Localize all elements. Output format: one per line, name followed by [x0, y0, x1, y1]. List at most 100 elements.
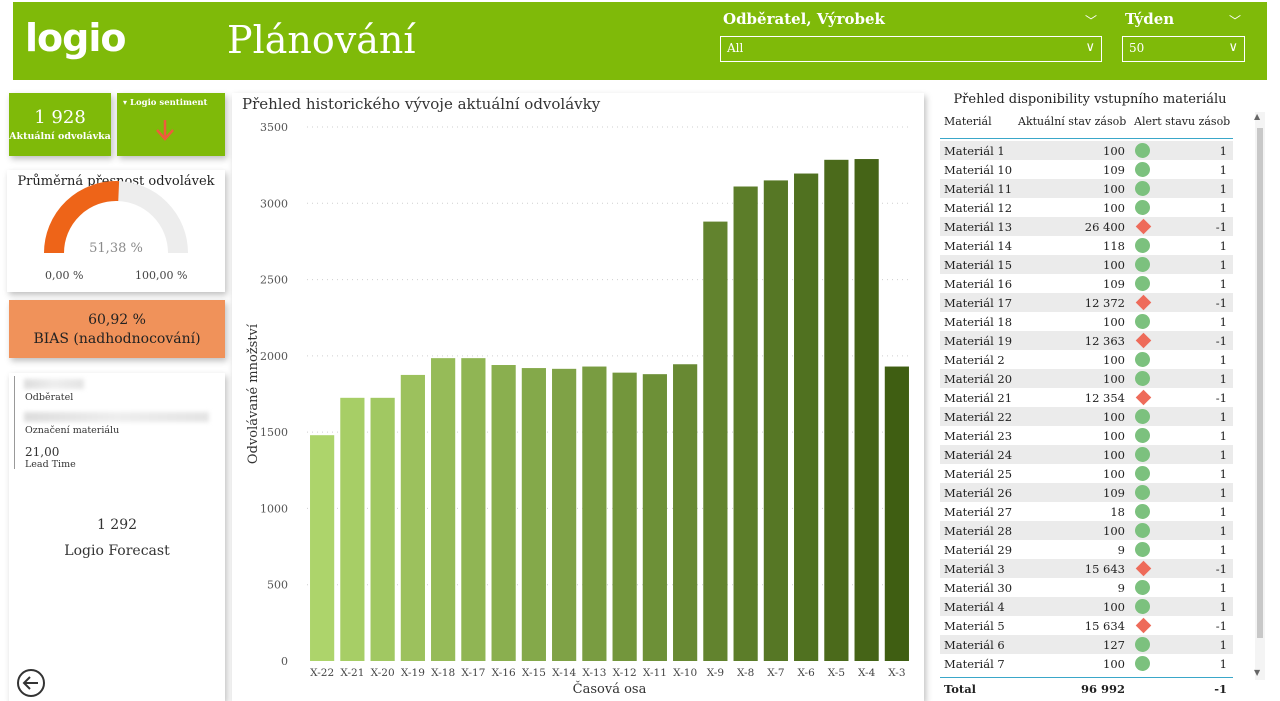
- material-availability-table: Přehled disponibility vstupního materiál…: [934, 88, 1280, 701]
- customer-label: Odběratel: [25, 392, 74, 403]
- table-row[interactable]: Materiál 26 109 1: [940, 483, 1233, 502]
- table-row[interactable]: Materiál 2 100 1: [940, 350, 1233, 369]
- status-ok-icon: [1135, 314, 1150, 329]
- bar[interactable]: [310, 435, 335, 661]
- status-ok-icon: [1135, 143, 1150, 158]
- table-row[interactable]: Materiál 7 100 1: [940, 654, 1233, 673]
- table-row[interactable]: Materiál 14 118 1: [940, 236, 1233, 255]
- bar[interactable]: [642, 374, 667, 661]
- table-row[interactable]: Materiál 6 127 1: [940, 635, 1233, 654]
- col-header-alert[interactable]: Alert stavu zásob: [1134, 115, 1231, 128]
- table-row[interactable]: Materiál 5 15 634 -1: [940, 616, 1233, 635]
- table-row[interactable]: Materiál 1 100 1: [940, 141, 1233, 160]
- slicer-customer-dropdown[interactable]: All ∨: [720, 36, 1102, 62]
- scroll-up-icon[interactable]: ▲: [1254, 112, 1261, 121]
- bar[interactable]: [491, 365, 516, 661]
- stock-value: 100: [1103, 353, 1125, 367]
- table-row[interactable]: Materiál 11 100 1: [940, 179, 1233, 198]
- material-name: Materiál 5: [944, 619, 1005, 633]
- alert-value: 1: [1219, 410, 1227, 424]
- table-row[interactable]: Materiál 22 100 1: [940, 407, 1233, 426]
- table-row[interactable]: Materiál 4 100 1: [940, 597, 1233, 616]
- stock-value: 100: [1103, 372, 1125, 386]
- x-tick-label: X-7: [767, 667, 784, 679]
- bar[interactable]: [673, 364, 698, 661]
- stock-value: 100: [1103, 201, 1125, 215]
- x-tick-label: X-18: [431, 667, 455, 679]
- bar[interactable]: [733, 186, 758, 661]
- table-row[interactable]: Materiál 25 100 1: [940, 464, 1233, 483]
- table-row[interactable]: Materiál 18 100 1: [940, 312, 1233, 331]
- status-ok-icon: [1135, 599, 1150, 614]
- stock-value: 100: [1103, 657, 1125, 671]
- table-row[interactable]: Materiál 17 12 372 -1: [940, 293, 1233, 312]
- stock-value: 109: [1103, 486, 1125, 500]
- stock-value: 26 400: [1084, 220, 1125, 234]
- bar[interactable]: [612, 372, 637, 661]
- bar[interactable]: [521, 368, 546, 661]
- table-row[interactable]: Materiál 23 100 1: [940, 426, 1233, 445]
- slicer-week-label: Týden: [1125, 10, 1175, 28]
- alert-value: -1: [1215, 619, 1227, 633]
- stock-value: 127: [1103, 638, 1125, 652]
- table-row[interactable]: Materiál 30 9 1: [940, 578, 1233, 597]
- alert-value: 1: [1219, 258, 1227, 272]
- table-row[interactable]: Materiál 10 109 1: [940, 160, 1233, 179]
- table-row[interactable]: Materiál 27 18 1: [940, 502, 1233, 521]
- bar[interactable]: [552, 368, 577, 661]
- bar[interactable]: [763, 180, 788, 661]
- bar[interactable]: [854, 159, 879, 661]
- material-name: Materiál 22: [944, 410, 1013, 424]
- bar[interactable]: [431, 358, 456, 661]
- table-row[interactable]: Materiál 12 100 1: [940, 198, 1233, 217]
- alert-value: 1: [1219, 201, 1227, 215]
- alert-value: 1: [1219, 144, 1227, 158]
- lead-time-label: Lead Time: [25, 459, 76, 470]
- bar[interactable]: [400, 374, 425, 661]
- table-row[interactable]: Materiál 19 12 363 -1: [940, 331, 1233, 350]
- table-row[interactable]: Materiál 28 100 1: [940, 521, 1233, 540]
- table-row[interactable]: Materiál 24 100 1: [940, 445, 1233, 464]
- table-row[interactable]: Materiál 21 12 354 -1: [940, 388, 1233, 407]
- bar[interactable]: [794, 173, 819, 661]
- col-header-stock[interactable]: Aktuální stav zásob: [1018, 115, 1127, 128]
- bar[interactable]: [582, 366, 607, 661]
- scrollbar-thumb[interactable]: [1257, 128, 1263, 638]
- divider: [14, 376, 15, 469]
- bar[interactable]: [370, 397, 395, 661]
- material-name: Materiál 2: [944, 353, 1005, 367]
- stock-value: 100: [1103, 144, 1125, 158]
- alert-value: -1: [1215, 334, 1227, 348]
- status-ok-icon: [1135, 238, 1150, 253]
- bar[interactable]: [340, 397, 365, 661]
- bar[interactable]: [461, 358, 486, 661]
- back-arrow-icon[interactable]: [16, 668, 46, 698]
- x-tick-label: X-16: [492, 667, 516, 679]
- bar[interactable]: [824, 159, 849, 661]
- table-scrollbar[interactable]: [1255, 112, 1265, 680]
- x-tick-label: X-4: [858, 667, 876, 679]
- alert-value: 1: [1219, 277, 1227, 291]
- table-row[interactable]: Materiál 20 100 1: [940, 369, 1233, 388]
- status-ok-icon: [1135, 428, 1150, 443]
- bar[interactable]: [703, 221, 728, 661]
- alert-value: 1: [1219, 657, 1227, 671]
- slicer-week-dropdown[interactable]: 50 ∨: [1122, 36, 1245, 62]
- bar[interactable]: [884, 366, 909, 661]
- col-header-material[interactable]: Materiál: [944, 115, 992, 128]
- table-row[interactable]: Materiál 29 9 1: [940, 540, 1233, 559]
- sentiment-card: ▾ Logio sentiment: [117, 93, 225, 156]
- table-row[interactable]: Materiál 3 15 643 -1: [940, 559, 1233, 578]
- chevron-down-icon[interactable]: ﹀: [1085, 14, 1098, 28]
- forecast-value: 1 292: [96, 517, 138, 533]
- scroll-down-icon[interactable]: ▼: [1254, 668, 1261, 677]
- table-row[interactable]: Materiál 15 100 1: [940, 255, 1233, 274]
- table-row[interactable]: Materiál 16 109 1: [940, 274, 1233, 293]
- status-alert-icon: [1135, 389, 1152, 406]
- sentiment-label: Logio sentiment: [129, 98, 208, 108]
- table-row[interactable]: Materiál 13 26 400 -1: [940, 217, 1233, 236]
- gauge-min: 0,00 %: [45, 269, 84, 282]
- stock-value: 118: [1103, 239, 1125, 253]
- chevron-down-icon[interactable]: ﹀: [1229, 14, 1242, 28]
- material-name: Materiál 15: [944, 258, 1013, 272]
